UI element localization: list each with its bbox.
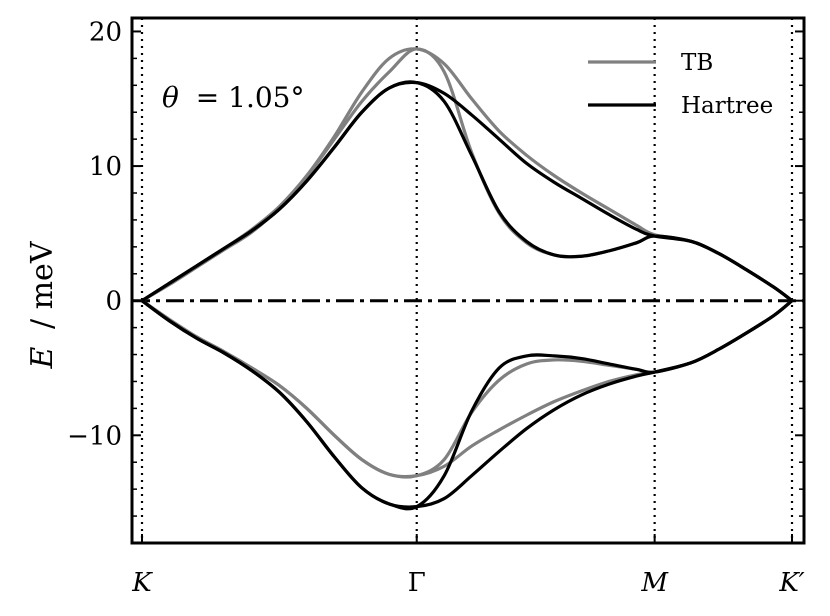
y-tick-label: −10 bbox=[67, 421, 122, 451]
x-tick-label: M bbox=[640, 568, 669, 598]
twist-angle-annotation: θ = 1.05° bbox=[162, 81, 304, 114]
band-curves bbox=[141, 47, 794, 511]
band-tb-3 bbox=[141, 299, 794, 479]
y-axis-unit: / meV bbox=[25, 240, 60, 329]
angle-value: = 1.05° bbox=[196, 81, 305, 114]
legend-label-hartree: Hartree bbox=[681, 93, 773, 119]
y-tick-label: 0 bbox=[105, 287, 122, 317]
y-axis-ticks: −10 0 10 20 bbox=[67, 17, 804, 517]
angle-symbol: θ bbox=[162, 81, 179, 114]
band-hartree-3 bbox=[141, 299, 794, 509]
y-axis-title: E / meV bbox=[25, 240, 60, 369]
x-tick-label: K bbox=[131, 568, 153, 598]
band-hartree-4 bbox=[141, 299, 794, 511]
x-axis-ticks: K Γ M K′ bbox=[131, 534, 805, 598]
band-hartree-2 bbox=[141, 80, 793, 303]
x-tick-label: K′ bbox=[778, 568, 804, 598]
y-axis-symbol: E bbox=[25, 346, 60, 369]
y-tick-label: 10 bbox=[89, 152, 122, 182]
y-tick-label: 20 bbox=[89, 17, 122, 47]
legend: TB Hartree bbox=[588, 50, 773, 119]
x-tick-label: Γ bbox=[408, 568, 426, 598]
legend-label-tb: TB bbox=[681, 50, 713, 76]
plot-frame bbox=[130, 16, 806, 545]
